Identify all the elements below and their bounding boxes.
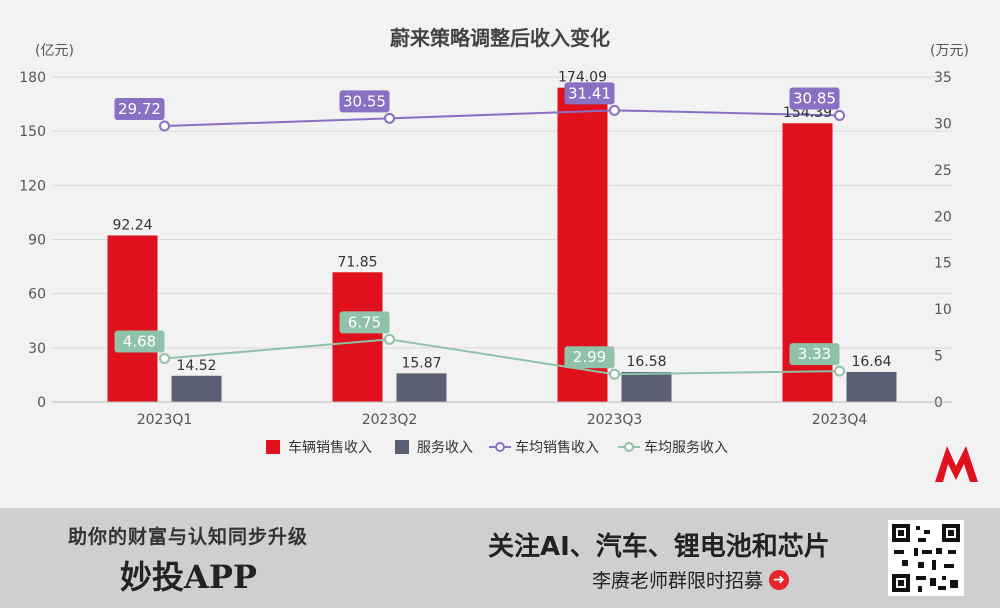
service-revenue-bar [396, 373, 447, 402]
line-value-label: 3.33 [798, 345, 831, 363]
y-right-tick-label: 5 [934, 349, 943, 365]
line-value-box [339, 311, 390, 334]
y-left-tick-label: 30 [28, 341, 46, 357]
line-value-label: 30.55 [343, 92, 386, 110]
line-value-box [789, 343, 840, 366]
legend-label: 车均服务收入 [644, 439, 728, 456]
line-value-box [114, 330, 165, 353]
legend-swatch [266, 440, 280, 454]
line-value-box [339, 90, 390, 113]
line-point [384, 112, 395, 124]
bar-value-label: 14.52 [176, 358, 216, 374]
legend-marker [495, 442, 505, 452]
banner-subline: 李赓老师群限时招募 [592, 570, 764, 592]
banner-app-name: 妙投APP [120, 558, 257, 596]
line-point [834, 365, 845, 377]
y-right-tick-label: 0 [934, 395, 943, 411]
bar-value-label: 92.24 [112, 217, 152, 233]
y-right-tick-label: 30 [934, 116, 952, 132]
line-point [609, 104, 620, 116]
bar-value-label: 15.87 [401, 355, 441, 371]
line-value-label: 29.72 [118, 100, 161, 118]
y-right-tick-label: 15 [934, 256, 952, 272]
line-value-label: 31.41 [568, 84, 611, 102]
vehicle-sales-bar [332, 272, 383, 402]
line-value-box [564, 346, 615, 369]
y-left-unit: (亿元) [35, 43, 74, 59]
qr-code-icon [888, 520, 964, 596]
logo-icon [935, 446, 978, 482]
y-left-tick-label: 60 [28, 287, 46, 303]
line-point [834, 110, 845, 122]
service-revenue-bar [621, 372, 672, 402]
y-right-tick-label: 25 [934, 163, 952, 179]
line-point [609, 368, 620, 380]
x-tick-label: 2023Q1 [137, 412, 193, 428]
chart: 蔚来策略调整后收入变化 (亿元) (万元) 92.24 71.85 174.09 15… [19, 26, 978, 482]
line-value-box [789, 87, 840, 110]
y-right-tick-label: 10 [934, 302, 952, 318]
bar-value-label: 16.64 [851, 354, 891, 370]
arrow-right-icon[interactable]: ➜ [769, 569, 790, 590]
y-left-tick-label: 90 [28, 233, 46, 249]
avg-sales-line [164, 109, 840, 128]
legend-label: 车均销售收入 [515, 439, 599, 456]
x-tick-label: 2023Q4 [812, 412, 868, 428]
bar-value-label: 71.85 [337, 254, 377, 270]
legend-swatch [395, 440, 409, 454]
line-point [159, 120, 170, 132]
service-revenue-bar [846, 371, 897, 402]
promo-banner[interactable]: 助你的财富与认知同步升级 妙投APP 关注AI、汽车、锂电池和芯片 李赓老师群限… [0, 508, 1000, 608]
line-value-label: 4.68 [123, 333, 156, 351]
y-left-tick-label: 120 [19, 178, 46, 194]
y-right-unit: (万元) [930, 43, 969, 59]
legend-label: 服务收入 [417, 440, 473, 456]
legend-label: 车辆销售收入 [288, 439, 372, 456]
line-value-label: 2.99 [573, 348, 606, 366]
avg-service-line [164, 338, 840, 376]
y-left-tick-label: 180 [19, 70, 46, 86]
banner-slogan: 助你的财富与认知同步升级 [68, 526, 309, 548]
y-right-tick-label: 35 [934, 70, 952, 86]
chart-title: 蔚来策略调整后收入变化 [390, 26, 610, 50]
banner-headline: 关注AI、汽车、锂电池和芯片 [488, 532, 830, 562]
vehicle-sales-bar [107, 235, 158, 402]
legend-marker [624, 442, 634, 452]
line-value-label: 6.75 [348, 313, 381, 331]
service-revenue-bar [171, 375, 222, 402]
x-tick-label: 2023Q2 [362, 412, 418, 428]
line-value-box [564, 82, 615, 105]
y-right-tick-label: 20 [934, 209, 952, 225]
line-point [159, 353, 170, 365]
line-value-box [114, 98, 165, 121]
banner-subline-wrap[interactable]: 李赓老师群限时招募 ➜ [592, 566, 790, 593]
line-value-label: 30.85 [793, 90, 836, 108]
line-point [384, 333, 395, 345]
bar-value-label: 16.58 [626, 354, 666, 370]
x-tick-label: 2023Q3 [587, 412, 643, 428]
bar-value-label: 174.09 [558, 70, 607, 86]
y-left-tick-label: 0 [37, 395, 46, 411]
y-left-tick-label: 150 [19, 124, 46, 140]
